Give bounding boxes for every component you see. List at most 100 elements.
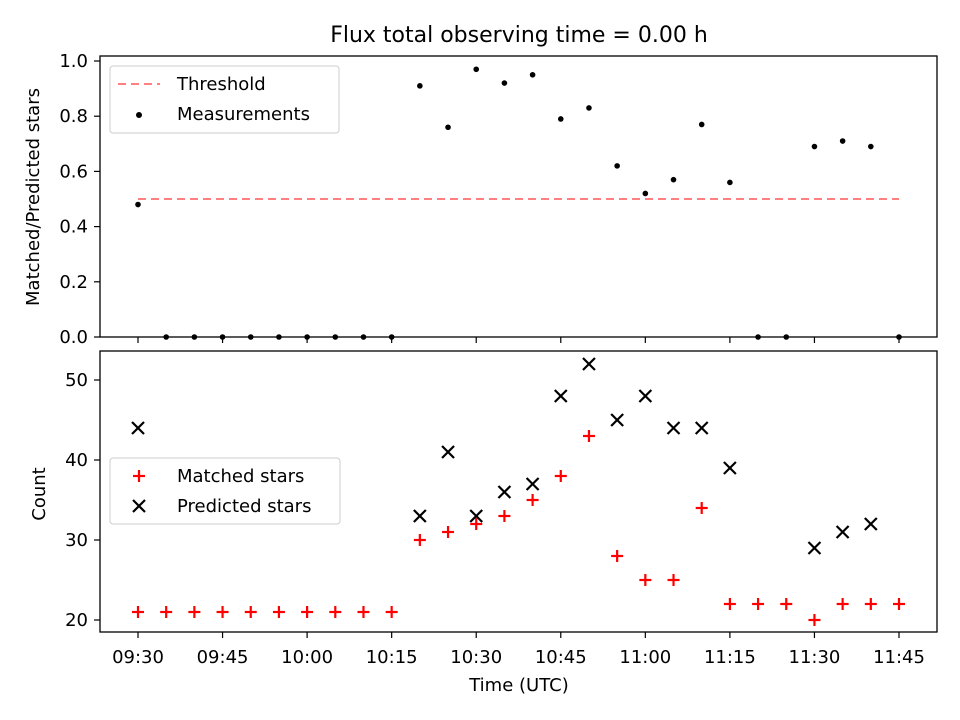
threshold-legend-label: Threshold (176, 74, 266, 95)
measurement-point (473, 66, 480, 73)
matched-star-point (723, 598, 736, 610)
predicted-star-point (807, 541, 822, 555)
predicted-star-point (441, 445, 455, 459)
measurement-point (727, 179, 733, 186)
matched-star-point (780, 598, 793, 610)
matched-star-point (385, 606, 398, 618)
ratio-y-tick-label: 0.2 (59, 272, 88, 293)
predicted-star-point (864, 517, 878, 531)
predicted-legend-handle (132, 499, 146, 513)
matched-star-point (808, 614, 821, 626)
count-y-axis-label: Count (29, 467, 50, 520)
matched-star-point (554, 470, 567, 482)
measurement-point (614, 163, 620, 169)
measurements-legend-label: Measurements (177, 104, 310, 125)
predicted-star-point (497, 485, 512, 499)
predicted-star-point (131, 421, 145, 435)
count-x-tick-label: 10:45 (535, 647, 587, 668)
matched-legend-handle (133, 470, 145, 482)
count-y-ticks: 20 30 40 50 (65, 370, 100, 631)
matched-star-point (272, 606, 285, 618)
measurement-point (698, 121, 705, 128)
matched-star-point (498, 510, 511, 522)
matched-legend-label: Matched stars (177, 466, 304, 487)
matched-star-point (695, 502, 708, 514)
matched-star-point (836, 598, 849, 610)
ratio-y-tick-label: 0.8 (59, 106, 88, 127)
count-x-tick-label: 11:15 (704, 647, 756, 668)
count-y-tick-label: 40 (65, 450, 88, 471)
count-axes-frame (99, 350, 938, 633)
ratio-axes-frame (99, 55, 938, 338)
measurement-point (529, 72, 536, 78)
matched-star-point (329, 606, 342, 618)
matched-star-point (188, 606, 201, 618)
ratio-y-tick-label: 1.0 (59, 51, 88, 72)
count-x-tick-label: 11:30 (789, 647, 841, 668)
measurement-point (501, 80, 508, 86)
predicted-star-point (610, 413, 624, 427)
measurement-point (670, 176, 677, 183)
measurement-point (839, 138, 846, 144)
ratio-legend-box (109, 65, 340, 134)
chart-title: Flux total observing time = 0.00 h (330, 23, 708, 48)
predicted-star-point (694, 421, 709, 435)
count-legend: Matched stars Predicted stars (109, 457, 341, 525)
count-x-tick-label: 11:45 (873, 647, 925, 668)
count-y-tick-label: 30 (65, 530, 88, 551)
count-x-tick-label: 09:30 (112, 647, 164, 668)
count-x-tick-label: 09:45 (197, 647, 249, 668)
predicted-star-point (638, 389, 653, 403)
predicted-legend-label: Predicted stars (177, 496, 311, 517)
count-plot-area (131, 357, 905, 626)
measurement-point (445, 124, 451, 131)
predicted-star-point (553, 389, 568, 403)
matched-star-point (667, 574, 680, 586)
measurement-point (557, 116, 564, 122)
matched-star-point (357, 606, 370, 618)
matched-star-point (582, 430, 595, 442)
measurements-legend-handle (136, 112, 142, 118)
predicted-star-point (413, 509, 427, 523)
measurement-point (135, 201, 141, 208)
count-legend-box (109, 457, 341, 525)
ratio-panel: 0.0 0.2 0.4 0.6 0.8 1.0 Matched/Predicted sta… (23, 51, 938, 348)
predicted-star-point (525, 477, 540, 491)
ratio-y-ticks: 0.0 0.2 0.4 0.6 0.8 1.0 (59, 51, 100, 348)
ratio-y-axis-label: Matched/Predicted stars (23, 88, 44, 306)
matched-star-point (526, 494, 539, 506)
matched-star-point (639, 574, 652, 586)
matched-star-point (301, 606, 314, 618)
count-x-tick-label: 11:00 (619, 647, 671, 668)
count-x-tick-label: 10:30 (450, 647, 502, 668)
measurement-point (811, 143, 818, 150)
count-x-tick-label: 10:15 (366, 647, 418, 668)
measurement-point (417, 83, 423, 89)
matched-star-point (413, 534, 426, 546)
count-x-ticks: 09:30 09:45 10:00 10:15 10:30 10:45 11:00 11:15… (112, 632, 925, 668)
count-panel: 20 30 40 50 09:30 09:45 10:00 10:15 10:30 10:45 1… (29, 350, 938, 696)
matched-star-point (864, 598, 877, 610)
matched-star-point (893, 598, 905, 610)
x-axis-label: Time (UTC) (468, 675, 569, 696)
ratio-y-tick-label: 0.6 (59, 161, 88, 182)
measurement-point (868, 143, 874, 150)
measurement-point (586, 105, 592, 111)
matched-star-point (752, 598, 765, 610)
ratio-y-tick-label: 0.0 (59, 327, 88, 348)
ratio-x-ticks (137, 337, 900, 343)
matched-star-point (132, 606, 144, 618)
matched-star-point (160, 606, 173, 618)
count-x-tick-label: 10:00 (281, 647, 333, 668)
count-y-tick-label: 20 (65, 610, 88, 631)
measurement-point (642, 190, 649, 197)
matched-star-point (611, 550, 624, 562)
count-y-tick-label: 50 (65, 370, 88, 391)
ratio-y-tick-label: 0.4 (59, 217, 88, 238)
matched-star-point (244, 606, 257, 618)
matched-star-point (442, 526, 455, 538)
predicted-star-point (582, 357, 596, 371)
matched-star-point (216, 606, 229, 618)
ratio-legend: Threshold Measurements (109, 65, 340, 134)
